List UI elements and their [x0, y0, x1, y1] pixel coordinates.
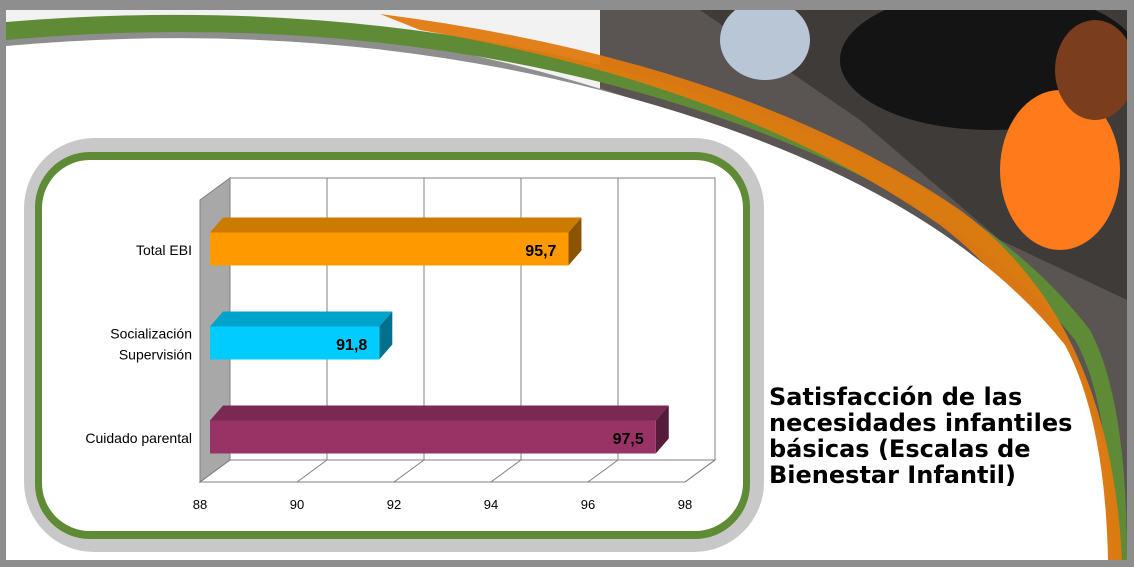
x-tick-label: 92: [387, 497, 401, 512]
x-tick-label: 96: [581, 497, 595, 512]
x-tick-label: 98: [678, 497, 692, 512]
bar-top: [210, 217, 582, 233]
bar: [210, 326, 380, 360]
data-label: 95,7: [525, 243, 556, 260]
x-tick-label: 94: [484, 497, 498, 512]
floor-line-98: [684, 459, 716, 483]
bar-side: [379, 311, 393, 360]
x-tick-label: 88: [193, 497, 207, 512]
bar-top: [210, 405, 669, 421]
chart-floor: [198, 459, 717, 483]
data-label: 97,5: [613, 431, 644, 448]
x-tick-label: 90: [290, 497, 304, 512]
bar: [210, 232, 569, 266]
floor-line-88: [199, 459, 231, 483]
category-label: Cuidado parental: [85, 430, 192, 446]
floor-line-96: [587, 459, 619, 483]
floor-line-94: [490, 459, 522, 483]
bar-top: [210, 311, 393, 327]
category-label: Socialización: [110, 326, 192, 342]
floor-line-90: [296, 459, 328, 483]
category-label: Total EBI: [136, 242, 192, 258]
bar-side: [568, 217, 582, 266]
bar: [210, 420, 656, 454]
category-label: Supervisión: [119, 347, 192, 363]
floor-line-92: [393, 459, 425, 483]
bar-side: [655, 405, 669, 454]
data-label: 91,8: [336, 337, 367, 354]
slide-title: Satisfacción de las necesidades infantil…: [769, 383, 1073, 489]
